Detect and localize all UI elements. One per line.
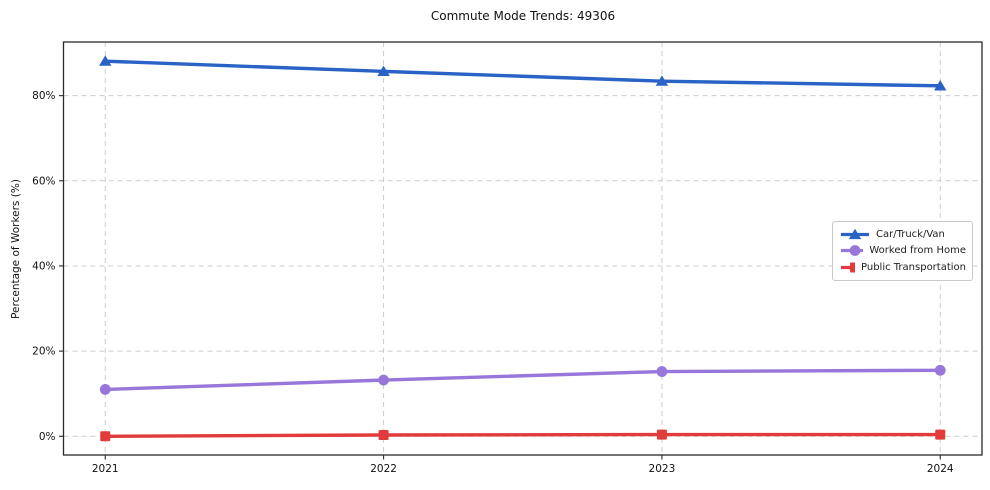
legend-marker-sample	[850, 262, 856, 273]
series-marker-worked-from-home	[656, 366, 668, 377]
series-marker-public-transportation	[100, 431, 111, 442]
series-marker-public-transportation	[378, 429, 389, 440]
legend-item: Public Transportation	[840, 259, 966, 276]
legend-item: Car/Truck/Van	[840, 226, 966, 243]
triangle-marker-icon	[841, 228, 869, 239]
series-line-worked-from-home	[103, 368, 942, 392]
y-tick-label: 0%	[39, 431, 56, 443]
series-marker-public-transportation	[935, 429, 946, 440]
plot-border	[62, 41, 983, 456]
chart-title: Commute Mode Trends: 49306	[430, 9, 616, 23]
x-tick-label: 2023	[649, 463, 676, 475]
x-tick-label: 2024	[927, 463, 954, 475]
x-tick-label: 2022	[370, 463, 397, 475]
legend-label: Car/Truck/Van	[876, 228, 945, 240]
legend: Car/Truck/Van Worked from Home Public Tran…	[832, 221, 973, 281]
legend-marker-sample	[849, 245, 861, 257]
square-marker-icon	[841, 262, 856, 273]
legend-label: Public Transportation	[861, 261, 966, 273]
series-line-car-truck-van	[103, 59, 942, 88]
series-marker-car-truck-van	[99, 55, 112, 66]
series-marker-car-truck-van	[934, 80, 947, 91]
series-marker-car-truck-van	[655, 75, 669, 86]
series-line-public-transportation	[103, 432, 942, 438]
series-marker-worked-from-home	[934, 364, 946, 376]
y-tick-label: 60%	[32, 175, 55, 187]
series-marker-worked-from-home	[99, 384, 111, 395]
y-tick-label: 40%	[32, 260, 55, 272]
legend-marker-sample	[848, 228, 862, 239]
series-marker-public-transportation	[656, 429, 667, 440]
series-marker-worked-from-home	[378, 374, 389, 386]
x-tick-label: 2021	[92, 463, 119, 475]
legend-label: Worked from Home	[869, 245, 966, 257]
legend-item: Worked from Home	[840, 243, 966, 260]
circle-marker-icon	[841, 245, 864, 257]
series-marker-car-truck-van	[377, 65, 390, 76]
y-tick-label: 20%	[32, 346, 55, 358]
y-tick-label: 80%	[32, 90, 55, 102]
